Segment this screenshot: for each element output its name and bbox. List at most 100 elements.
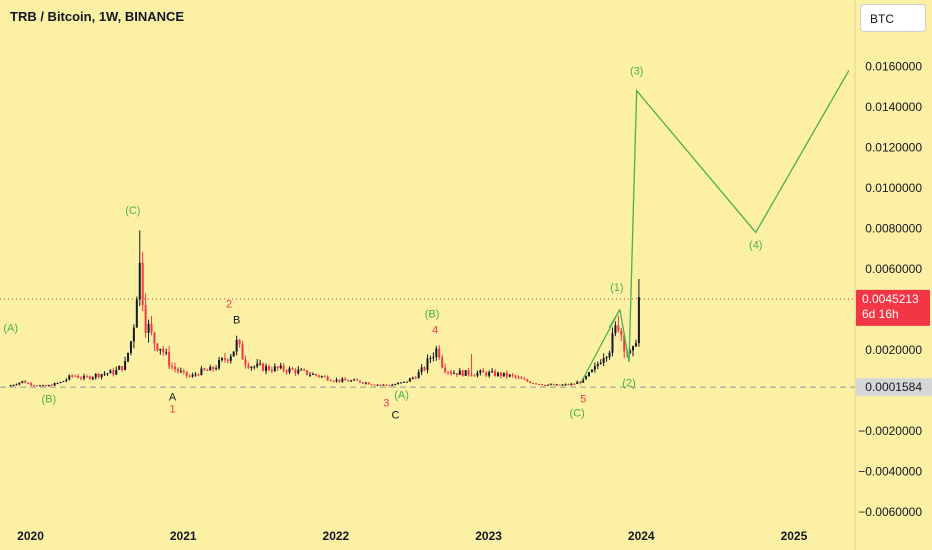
candle-body (267, 366, 270, 370)
candle-body (85, 376, 88, 378)
candle-body (191, 374, 194, 377)
candle-body (514, 375, 517, 378)
candle-body (634, 343, 637, 347)
candle-body (159, 348, 162, 351)
candle-body (118, 366, 121, 370)
candle-body (30, 383, 33, 386)
candle-body (570, 383, 573, 385)
candle-body (77, 375, 80, 378)
candle-body (455, 373, 458, 375)
candle-body (244, 359, 247, 365)
y-tick-label: 0.0120000 (865, 140, 922, 154)
candle-body (176, 369, 179, 372)
candle-body (247, 364, 250, 368)
candle-body (367, 382, 370, 385)
candle-body (467, 370, 470, 375)
candle-body (256, 363, 259, 367)
candle-body (391, 384, 394, 386)
candle-body (27, 382, 30, 384)
candle-body (53, 383, 56, 386)
candle-body (215, 368, 218, 370)
candle-body (526, 379, 529, 382)
candle-body (558, 384, 561, 386)
candle-body (68, 375, 71, 380)
candle-body (311, 373, 314, 375)
wave-label: (C) (569, 408, 584, 420)
candle-body (21, 380, 24, 383)
wave-label: (A) (3, 323, 18, 335)
candle-body (82, 376, 85, 379)
candle-body (605, 357, 608, 359)
y-tick-label: −0.0040000 (858, 464, 922, 478)
candle-body (629, 350, 632, 353)
candle-body (555, 384, 558, 386)
candle-body (417, 371, 420, 379)
candle-body (288, 368, 291, 373)
candle-body (485, 372, 488, 376)
candle-body (602, 358, 605, 363)
candle-body (502, 372, 505, 377)
wave-label: 2 (226, 298, 232, 310)
candle-body (535, 383, 538, 385)
candle-body (494, 371, 497, 376)
candle-body (488, 372, 491, 376)
candle-body (358, 380, 361, 383)
candle-body (112, 370, 115, 375)
candle-body (388, 385, 391, 387)
candle-body (576, 381, 579, 384)
candle-body (361, 382, 364, 384)
candle-body (168, 352, 171, 367)
candle-body (423, 367, 426, 371)
candle-body (593, 366, 596, 370)
candle-body (350, 380, 353, 382)
wave-label: C (391, 410, 399, 422)
candle-body (62, 381, 65, 383)
candle-body (294, 369, 297, 374)
candle-body (47, 385, 50, 387)
candle-body (596, 364, 599, 367)
wave-label: (A) (394, 389, 409, 401)
candle-body (144, 305, 147, 333)
candle-body (12, 384, 15, 386)
candle-body (429, 357, 432, 359)
candle-countdown-label: 6d 16h (862, 307, 899, 321)
candle-body (505, 372, 508, 377)
candle-body (529, 381, 532, 384)
candle-body (317, 375, 320, 377)
candle-body (420, 367, 423, 372)
candle-body (435, 348, 438, 358)
candle-body (332, 380, 335, 382)
candle-body (124, 361, 127, 370)
candle-body (482, 370, 485, 373)
wave-label: (1) (610, 282, 623, 294)
candle-body (88, 376, 91, 379)
candle-body (491, 371, 494, 373)
candle-body (470, 374, 473, 376)
candle-body (74, 375, 77, 377)
candle-body (532, 383, 535, 385)
candle-body (106, 373, 109, 375)
wave-label: 1 (169, 404, 175, 416)
y-tick-label: −0.0020000 (858, 424, 922, 438)
wave-label: (B) (425, 308, 440, 320)
candle-body (587, 372, 590, 377)
candle-body (341, 378, 344, 382)
wave-label: (B) (42, 394, 57, 406)
candle-body (44, 385, 47, 387)
candle-body (121, 366, 124, 370)
candle-body (50, 385, 53, 387)
candle-body (250, 366, 253, 368)
candle-body (165, 352, 168, 354)
candle-body (153, 332, 156, 344)
candle-body (447, 371, 450, 373)
candle-body (235, 339, 238, 352)
currency-selector[interactable]: BTC (860, 4, 926, 32)
candle-body (91, 377, 94, 379)
candle-body (265, 366, 268, 371)
candle-body (270, 369, 273, 372)
candle-body (403, 381, 406, 383)
wave-label: 5 (580, 394, 586, 406)
wave-label: 4 (432, 325, 438, 337)
candle-body (376, 384, 379, 386)
